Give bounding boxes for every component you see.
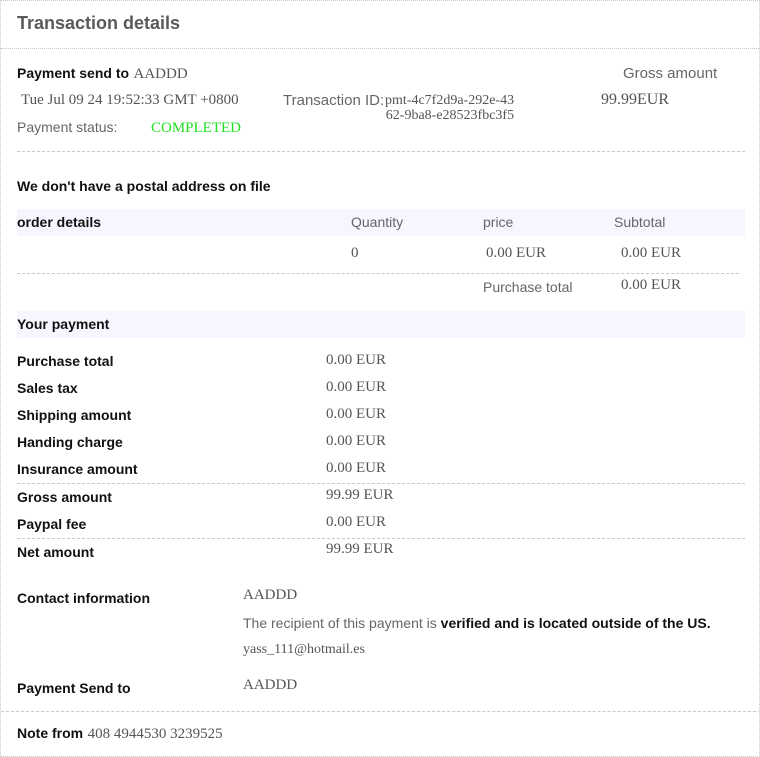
- note-from-value: 408 4944530 3239525: [87, 726, 223, 742]
- recipient-status: The recipient of this payment is verifie…: [243, 615, 711, 633]
- divider: [17, 151, 745, 152]
- transaction-date: Tue Jul 09 24 19:52:33 GMT +0800: [21, 92, 239, 108]
- payment-send-to: Payment send to AADDD: [17, 65, 188, 83]
- purchase-total-label: Purchase total: [483, 279, 573, 295]
- note-from: Note from 408 4944530 3239525: [17, 725, 223, 743]
- payment-status-label: Payment status:: [17, 119, 118, 135]
- payment-row-label: Insurance amount: [17, 461, 138, 477]
- order-price: 0.00 EUR: [486, 245, 546, 261]
- payment-row-label: Shipping amount: [17, 407, 132, 423]
- recipient-status-bold: verified and is located outside of the U…: [440, 615, 711, 631]
- order-header-band: [17, 209, 745, 236]
- payment-row-value: 0.00 EUR: [326, 352, 386, 368]
- quantity-header: Quantity: [351, 214, 404, 230]
- divider: [17, 538, 745, 539]
- your-payment-title: Your payment: [17, 316, 110, 332]
- gross-amount-value: 99.99EUR: [601, 91, 669, 108]
- divider: [1, 48, 759, 49]
- payment-row-value: 99.99 EUR: [326, 487, 394, 503]
- transaction-id-line2: 62-9ba8-e28523fbc3f5: [385, 108, 515, 123]
- payment-row-label: Net amount: [17, 544, 94, 560]
- transaction-id-value[interactable]: pmt-4c7f2d9a-292e-43 62-9ba8-e28523fbc3f…: [385, 93, 514, 123]
- payment-row-label: Paypal fee: [17, 516, 87, 532]
- subtotal-header: Subtotal: [614, 214, 666, 230]
- recipient-status-prefix: The recipient of this payment is: [243, 615, 441, 631]
- order-details-header: order details: [17, 214, 102, 230]
- payment-row-label: Gross amount: [17, 489, 112, 505]
- payment-row-value: 0.00 EUR: [326, 460, 386, 476]
- page-title: Transaction details: [17, 13, 181, 33]
- contact-name: AADDD: [243, 587, 298, 603]
- divider: [17, 273, 739, 274]
- purchase-total-value: 0.00 EUR: [621, 277, 681, 293]
- payment-send-to-value-bottom: AADDD: [243, 677, 298, 693]
- payment-row-label: Handing charge: [17, 434, 123, 450]
- payment-row-label: Purchase total: [17, 353, 114, 369]
- payment-status-value: COMPLETED: [151, 120, 241, 136]
- price-header: price: [483, 214, 514, 230]
- order-subtotal: 0.00 EUR: [621, 245, 681, 261]
- divider: [1, 711, 759, 712]
- transaction-id-line1: pmt-4c7f2d9a-292e-43: [385, 93, 515, 108]
- order-quantity: 0: [351, 245, 359, 261]
- contact-information-label: Contact information: [17, 590, 150, 606]
- payment-send-to-label: Payment send to: [17, 65, 130, 81]
- payment-send-to-value: AADDD: [133, 66, 188, 82]
- payment-row-label: Sales tax: [17, 380, 78, 396]
- payment-row-value: 99.99 EUR: [326, 541, 394, 557]
- payment-row-value: 0.00 EUR: [326, 406, 386, 422]
- payment-row-value: 0.00 EUR: [326, 514, 386, 530]
- contact-email[interactable]: yass_111@hotmail.es: [243, 642, 365, 657]
- postal-address-note: We don't have a postal address on file: [17, 178, 271, 194]
- divider: [17, 483, 745, 484]
- payment-send-to-label-bottom: Payment Send to: [17, 680, 131, 696]
- note-from-label: Note from: [17, 725, 84, 741]
- transaction-id-label: Transaction ID:: [283, 92, 385, 109]
- gross-amount-label: Gross amount: [623, 65, 718, 82]
- payment-row-value: 0.00 EUR: [326, 379, 386, 395]
- payment-row-value: 0.00 EUR: [326, 433, 386, 449]
- your-payment-band: [17, 311, 745, 338]
